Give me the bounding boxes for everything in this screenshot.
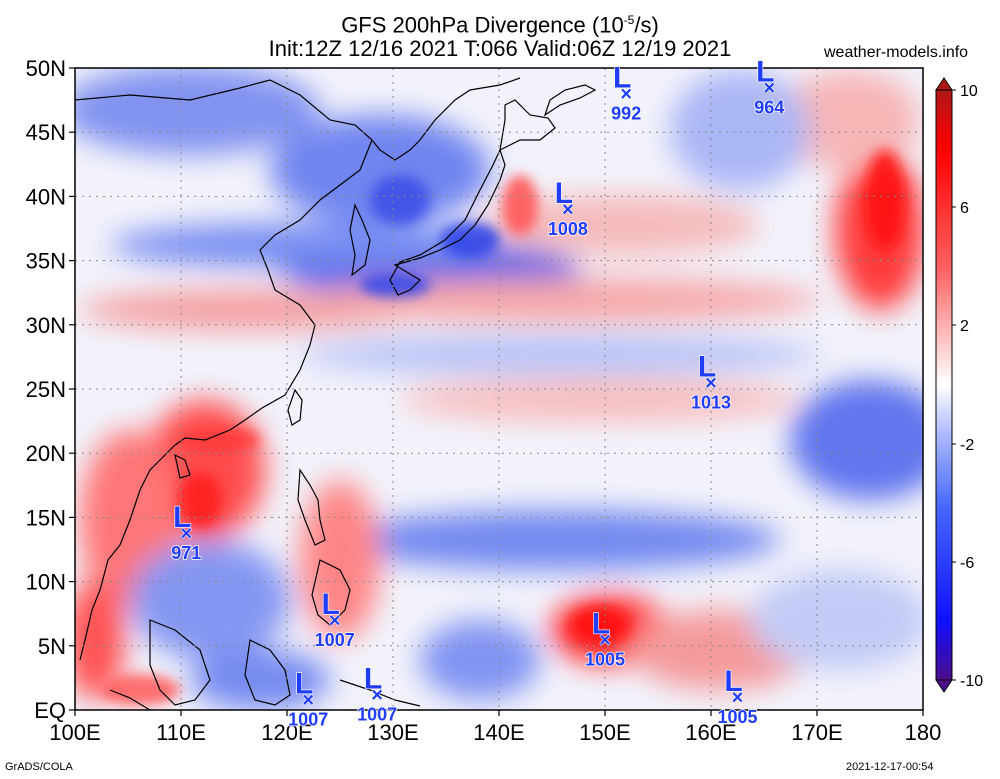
colorbar-body xyxy=(935,89,953,681)
colorbar-label: -10 xyxy=(960,673,983,690)
low-pressure-value: 992 xyxy=(611,104,641,124)
footer-credit: GrADS/COLA xyxy=(5,761,73,773)
low-marker: L×1005 xyxy=(717,665,759,728)
low-letter: L xyxy=(555,177,573,210)
y-tick-label: 10N xyxy=(26,570,66,595)
low-marker: L×1007 xyxy=(287,667,329,730)
x-tick-label: 100E xyxy=(49,720,100,745)
low-pressure-value: 1007 xyxy=(288,710,328,730)
y-tick-label: 40N xyxy=(26,184,66,209)
low-letter: L xyxy=(295,668,313,701)
y-tick-label: 15N xyxy=(26,505,66,530)
low-center-mark: × xyxy=(371,685,383,707)
y-tick-label: 35N xyxy=(26,249,66,274)
y-tick-label: 5N xyxy=(38,634,66,659)
low-center-mark: × xyxy=(180,523,192,545)
x-tick-label: 180 xyxy=(905,720,942,745)
low-letter: L xyxy=(364,663,382,696)
low-letter: L xyxy=(592,607,610,640)
site-label: weather-models.info xyxy=(824,44,969,61)
y-tick-label: 45N xyxy=(26,120,66,145)
low-pressure-value: 1007 xyxy=(315,630,355,650)
colorbar-label: 10 xyxy=(960,83,978,100)
low-marker: L×1013 xyxy=(690,350,732,413)
x-tick-label: 130E xyxy=(367,720,418,745)
low-letter: L xyxy=(173,501,191,534)
low-marker: L×1005 xyxy=(584,607,626,670)
low-letter: L xyxy=(724,665,742,698)
low-pressure-value: 1005 xyxy=(585,649,625,669)
gridlines xyxy=(75,68,923,710)
low-letter: L xyxy=(613,62,631,95)
low-pressure-value: 971 xyxy=(171,543,201,563)
colorbar-labels: 10 6 2 -2 -6 -10 xyxy=(952,83,983,690)
x-tick-labels: 100E 110E 120E 130E 140E 150E 160E 170E 180 xyxy=(49,720,941,745)
footer-timestamp: 2021-12-17-00:54 xyxy=(846,761,934,773)
x-tick-label: 140E xyxy=(473,720,524,745)
low-center-mark: × xyxy=(620,84,632,106)
y-tick-label: 30N xyxy=(26,313,66,338)
coastlines xyxy=(75,77,597,710)
low-pressure-value: 1008 xyxy=(548,219,588,239)
low-pressure-value: 1013 xyxy=(691,393,731,413)
low-letter: L xyxy=(756,55,774,88)
x-tick-label: 170E xyxy=(791,720,842,745)
x-tick-label: 120E xyxy=(261,720,312,745)
map-title: GFS 200hPa Divergence (10-5/s) xyxy=(341,12,659,38)
y-tick-label: 50N xyxy=(26,56,66,81)
colorbar: 10 6 2 -2 -6 -10 xyxy=(935,77,983,693)
colorbar-label: -6 xyxy=(960,555,974,572)
low-center-mark: × xyxy=(705,373,717,395)
x-tick-label: 160E xyxy=(685,720,736,745)
x-tick-label: 150E xyxy=(579,720,630,745)
low-pressure-value: 964 xyxy=(754,97,784,117)
low-center-mark: × xyxy=(732,687,744,709)
x-tick-label: 110E xyxy=(156,720,206,745)
low-marker: L×1007 xyxy=(356,662,398,725)
low-center-mark: × xyxy=(763,77,775,99)
colorbar-label: 6 xyxy=(960,200,969,217)
low-letter: L xyxy=(322,588,340,621)
colorbar-label: 2 xyxy=(960,318,969,335)
low-marker: L×971 xyxy=(171,500,203,563)
tick-marks xyxy=(69,67,924,716)
low-marker: L×1008 xyxy=(547,177,589,240)
colorbar-bottom-cap xyxy=(935,679,953,693)
low-letter: L xyxy=(698,351,716,384)
y-tick-label: 25N xyxy=(26,377,66,402)
colorbar-top-cap xyxy=(935,77,953,91)
low-center-mark: × xyxy=(329,610,341,632)
y-tick-label: EQ xyxy=(34,698,66,723)
low-pressure-value: 1005 xyxy=(717,707,757,727)
low-marker: L×1007 xyxy=(314,588,356,651)
colorbar-label: -2 xyxy=(960,437,974,454)
low-center-mark: × xyxy=(562,199,574,221)
y-tick-labels: EQ 5N 10N 15N 20N 25N 30N 35N 40N 45N 50N xyxy=(26,56,66,723)
divergence-field xyxy=(75,68,923,710)
map-subtitle: Init:12Z 12/16 2021 T:066 Valid:06Z 12/1… xyxy=(268,36,732,61)
y-tick-label: 20N xyxy=(26,441,66,466)
low-center-mark: × xyxy=(302,690,314,712)
low-marker: L×964 xyxy=(754,55,786,118)
low-marker: L×992 xyxy=(610,61,642,124)
low-center-mark: × xyxy=(599,629,611,651)
low-pressure-value: 1007 xyxy=(357,705,397,725)
